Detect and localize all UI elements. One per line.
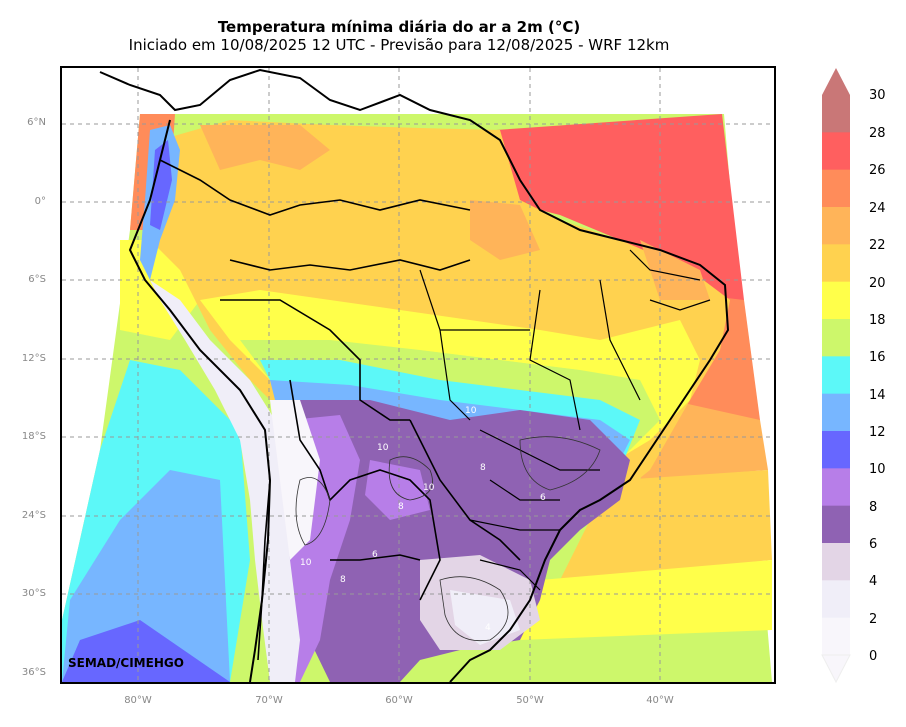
colorbar-bottom-arrow (821, 654, 851, 684)
colorbar-segment (822, 244, 850, 283)
colorbar-label: 30 (869, 88, 886, 103)
colorbar-segment (822, 207, 850, 245)
contour-label: 8 (340, 575, 346, 585)
lat-label-30s: 30°S (21, 588, 46, 599)
colorbar-segment (822, 468, 850, 507)
pacific-14-area (62, 470, 230, 682)
4-degree-region (450, 590, 520, 645)
lon-label-60w: 60°W (385, 695, 413, 706)
colorbar-label: 24 (869, 201, 886, 216)
colorbar-label: 28 (869, 126, 886, 141)
contour-labels: 10 10 10 8 8 8 6 6 4 10 (300, 406, 546, 633)
colorbar-label: 6 (869, 537, 878, 552)
lon-label-80w: 80°W (124, 695, 152, 706)
contour-label: 8 (398, 502, 404, 512)
colorbar-label: 12 (869, 425, 886, 440)
colorbar-segment (822, 95, 850, 133)
colorbar-label: 20 (869, 276, 886, 291)
lat-label-6n: 6°N (27, 117, 46, 128)
isotherm-contours (295, 436, 601, 642)
colorbar-label: 2 (869, 612, 878, 627)
contour-label: 8 (480, 463, 486, 473)
colorbar-label: 0 (869, 649, 878, 664)
south-atlantic-18-area (520, 560, 772, 640)
lat-label-12s: 12°S (21, 353, 46, 364)
8-degree-region (270, 400, 630, 682)
north-warm-patch (200, 125, 330, 170)
colorbar-segment (822, 543, 850, 581)
lat-label-36s: 36°S (21, 667, 46, 678)
colorbar-segment (822, 169, 850, 208)
colorbar-segment (822, 393, 850, 432)
colorbar-label: 26 (869, 163, 886, 178)
temperature-map: 10 10 10 8 8 8 6 6 4 10 (62, 68, 774, 682)
colorbar-segment (822, 505, 850, 544)
contour-label: 10 (300, 558, 312, 568)
contour-label: 10 (423, 483, 435, 493)
state-borders (419, 249, 711, 591)
colorbar-segment (822, 132, 850, 171)
colorbar-label: 14 (869, 388, 886, 403)
colorbar-label: 10 (869, 462, 886, 477)
colorbar-segments (822, 95, 850, 656)
colorbar-segment (822, 431, 850, 469)
lat-label-6s: 6°S (28, 274, 46, 285)
colorbar-segment (822, 617, 850, 656)
credit-label: SEMAD/CIMEHGO (68, 656, 184, 670)
contour-label: 6 (372, 550, 378, 560)
cold-patch-center (365, 460, 430, 520)
lon-label-50w: 50°W (516, 695, 544, 706)
altiplano-cold (270, 400, 320, 560)
pacific-12-area (62, 620, 230, 682)
colorbar-segment (822, 356, 850, 395)
lon-label-40w: 40°W (646, 695, 674, 706)
colorbar-segment (822, 281, 850, 320)
lat-label-18s: 18°S (21, 431, 46, 442)
colorbar (821, 68, 851, 684)
amazon-warm-patch (470, 200, 540, 260)
country-borders (159, 159, 521, 661)
map-frame: 10 10 10 8 8 8 6 6 4 10 (60, 66, 776, 684)
graticule (62, 68, 774, 682)
colorbar-label: 22 (869, 238, 886, 253)
colorbar-top-arrow (822, 68, 850, 95)
lon-label-70w: 70°W (255, 695, 283, 706)
colorbar-label: 8 (869, 500, 878, 515)
lat-label-24s: 24°S (21, 510, 46, 521)
colorbar-label: 16 (869, 350, 886, 365)
colorbar-segment (822, 319, 850, 357)
map-subtitle: Iniciado em 10/08/2025 12 UTC - Previsão… (128, 36, 670, 54)
contour-label: 6 (540, 493, 546, 503)
colorbar-segment (822, 580, 850, 619)
contour-label: 4 (485, 623, 491, 633)
atlantic-coastline (99, 68, 730, 682)
northeast-warm-patch (640, 240, 710, 300)
contour-label: 10 (377, 443, 389, 453)
contour-label: 10 (465, 406, 477, 416)
lat-label-0: 0° (34, 196, 46, 207)
map-title: Temperatura mínima diária do ar a 2m (°C… (217, 18, 581, 36)
colorbar-label: 4 (869, 574, 878, 589)
colorbar-label: 18 (869, 313, 886, 328)
